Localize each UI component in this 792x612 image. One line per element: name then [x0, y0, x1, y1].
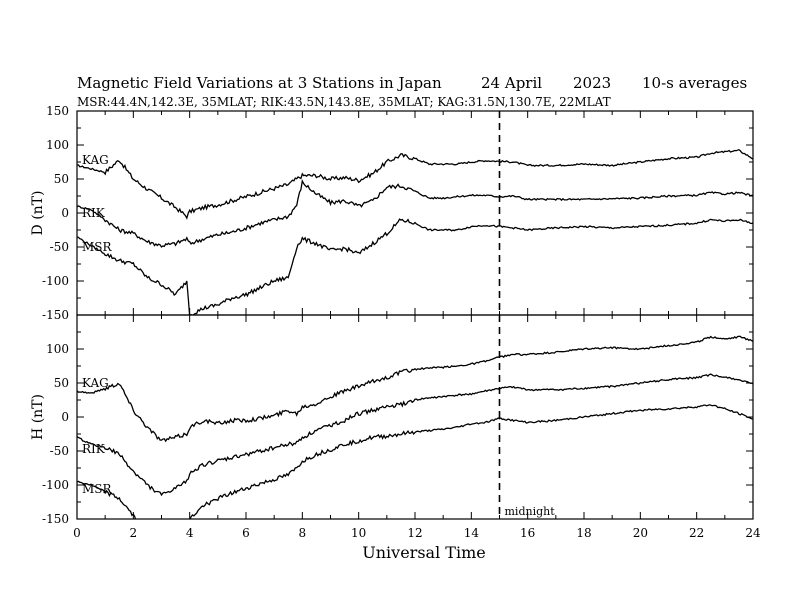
d-axis-label: D (nT) — [30, 191, 46, 236]
series-line-kag — [77, 148, 753, 220]
y-tick-label: 0 — [61, 410, 69, 424]
chart-year: 2023 — [573, 74, 611, 92]
series-label-rik: RIK — [82, 206, 106, 220]
y-tick-label: -150 — [42, 308, 69, 322]
y-tick-label: 150 — [46, 104, 69, 118]
x-tick-label: 10 — [351, 526, 366, 540]
y-tick-label: -100 — [42, 478, 69, 492]
chart-stations-line: MSR:44.4N,142.3E, 35MLAT; RIK:43.5N,143.… — [77, 95, 611, 109]
series-line-rik — [77, 178, 753, 248]
x-tick-label: 24 — [745, 526, 761, 540]
y-tick-label: -100 — [42, 274, 69, 288]
y-tick-label: 50 — [54, 172, 69, 186]
series-line-msr — [77, 404, 753, 519]
x-tick-label: 16 — [520, 526, 535, 540]
series-label-msr: MSR — [82, 482, 113, 496]
x-tick-label: 4 — [186, 526, 194, 540]
y-tick-label: -50 — [50, 240, 69, 254]
chart-title: Magnetic Field Variations at 3 Stations … — [77, 74, 442, 92]
x-tick-label: 2 — [130, 526, 138, 540]
series-label-kag: KAG — [82, 376, 109, 390]
panel-frame — [76, 110, 754, 316]
h-axis-label: H (nT) — [30, 394, 46, 440]
series-label-kag: KAG — [82, 153, 109, 167]
series-line-rik — [77, 373, 753, 497]
series-line-msr — [77, 218, 753, 315]
y-tick-label: 50 — [54, 376, 69, 390]
midnight-label: midnight — [505, 505, 556, 518]
series-label-rik: RIK — [82, 442, 106, 456]
y-tick-label: 100 — [46, 342, 69, 356]
y-tick-label: 0 — [61, 206, 69, 220]
x-tick-label: 22 — [689, 526, 704, 540]
series-label-msr: MSR — [82, 240, 113, 254]
x-tick-label: 14 — [464, 526, 480, 540]
x-axis-label: Universal Time — [362, 543, 485, 562]
x-tick-label: 12 — [407, 526, 422, 540]
y-tick-label: -50 — [50, 444, 69, 458]
y-tick-label: -150 — [42, 512, 69, 526]
series-line-kag — [77, 335, 753, 443]
x-tick-label: 20 — [633, 526, 648, 540]
panel-d: -150 -100 -50 0 50 100 150 KAG RIK MSR — [42, 104, 754, 322]
x-tick-label: 18 — [576, 526, 591, 540]
panel-frame — [76, 314, 754, 520]
x-tick-label: 6 — [242, 526, 250, 540]
y-tick-label: 100 — [46, 138, 69, 152]
chart-averaging: 10-s averages — [642, 74, 747, 92]
chart-date: 24 April — [481, 74, 542, 92]
x-tick-label: 8 — [299, 526, 307, 540]
x-tick-label: 0 — [73, 526, 81, 540]
